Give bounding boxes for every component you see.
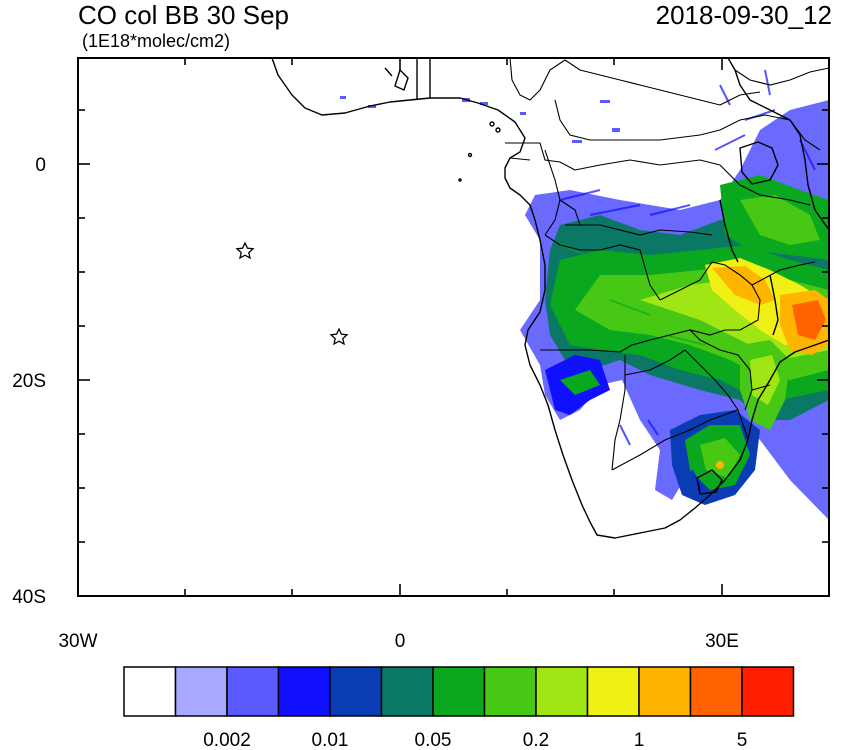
map-timestamp: 2018-09-30_12	[655, 0, 832, 30]
colorbar-swatch-6	[432, 666, 486, 717]
lon-label-30e: 30E	[705, 631, 739, 652]
map-title: CO col BB 30 Sep	[78, 0, 289, 30]
colorbar-swatch-5	[380, 666, 434, 717]
colorbar-label-2: 0.05	[415, 730, 452, 750]
colorbar-label-3: 0.2	[523, 730, 549, 750]
colorbar-label-0: 0.002	[203, 730, 251, 750]
colorbar-swatch-3	[277, 666, 331, 717]
colorbar-label-1: 0.01	[312, 730, 349, 750]
colorbar: 0.002 0.01 0.05 0.2 1 5	[123, 666, 795, 750]
map-frame	[77, 57, 830, 597]
colorbar-swatch-10	[638, 666, 692, 717]
map-area	[78, 58, 829, 596]
lon-label-0: 0	[395, 631, 406, 652]
lon-label-30w: 30W	[58, 631, 97, 652]
colorbar-swatch-4	[329, 666, 383, 717]
colorbar-swatch-2	[226, 666, 280, 717]
lat-label-0: 0	[35, 155, 46, 176]
co-concentration-field	[340, 69, 829, 520]
station-markers	[235, 241, 349, 346]
colorbar-label-5: 5	[737, 730, 748, 750]
station-star-1	[235, 241, 255, 260]
colorbar-swatch-8	[535, 666, 589, 717]
station-star-2	[329, 327, 349, 346]
axis-ticks	[77, 58, 830, 597]
lat-label-40s: 40S	[12, 587, 46, 608]
colorbar-label-4: 1	[634, 730, 645, 750]
lat-label-20s: 20S	[12, 371, 46, 392]
colorbar-swatch-12	[741, 666, 795, 717]
colorbar-swatch-11	[689, 666, 743, 717]
colorbar-swatch-1	[174, 666, 228, 717]
units-label: (1E18*molec/cm2)	[82, 31, 231, 51]
colorbar-swatch-7	[483, 666, 537, 717]
colorbar-swatch-9	[586, 666, 640, 717]
colorbar-swatch-0	[123, 666, 177, 717]
country-borders	[505, 58, 829, 471]
